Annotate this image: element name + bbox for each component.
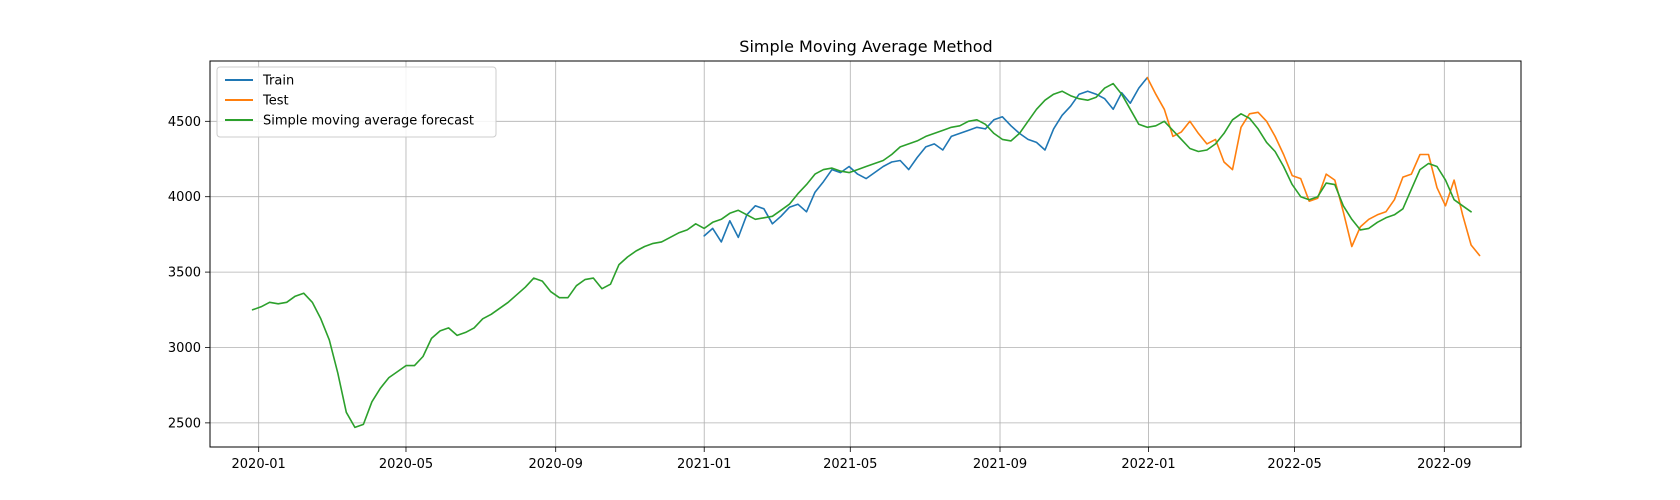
y-tick-label: 2500 [168, 416, 201, 431]
series-line-simple-moving-average-forecast [251, 82, 1472, 429]
x-tick-label: 2020-01 [232, 457, 286, 472]
x-tick-label: 2020-05 [379, 457, 433, 472]
x-tick-label: 2022-01 [1121, 457, 1175, 472]
series-lines [251, 76, 1481, 429]
x-tick-label: 2021-05 [823, 457, 877, 472]
chart-title: Simple Moving Average Method [739, 37, 992, 56]
legend-label: Simple moving average forecast [263, 114, 474, 129]
x-tick-label: 2022-09 [1417, 457, 1471, 472]
series-line-test [1146, 76, 1481, 257]
legend-box [216, 66, 497, 138]
legend-label: Test [262, 94, 289, 109]
x-tick-label: 2020-09 [529, 457, 583, 472]
gridlines [210, 61, 1521, 447]
y-tick-label: 3500 [168, 266, 201, 281]
y-tick-label: 4000 [168, 190, 201, 205]
axis-ticks: 2020-01 2020-05 2020-09 2021-01 2021-05 2021-… [168, 115, 1472, 472]
x-tick-label: 2022-05 [1267, 457, 1321, 472]
y-tick-label: 3000 [168, 341, 201, 356]
x-tick-label: 2021-01 [677, 457, 731, 472]
legend: Train Test Simple moving average forecast [216, 66, 497, 138]
y-tick-label: 4500 [168, 115, 201, 130]
plot-area-frame [209, 60, 1522, 448]
series-line-train [703, 76, 1149, 243]
x-tick-label: 2021-09 [973, 457, 1027, 472]
legend-label: Train [262, 74, 294, 89]
